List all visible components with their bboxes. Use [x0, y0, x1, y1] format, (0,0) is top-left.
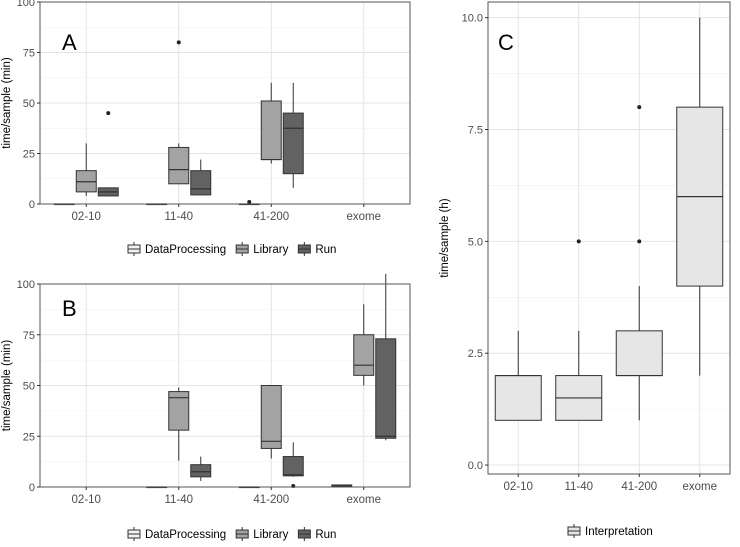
legend: Interpretation	[567, 524, 653, 538]
box-body	[282, 112, 304, 175]
y-axis-label: time/sample (min)	[1, 340, 13, 432]
legend-item-run: Run	[297, 527, 336, 541]
y-tick-label: 75	[23, 330, 35, 342]
y-axis-label: time/sample (min)	[1, 57, 13, 149]
legend-label: Library	[253, 244, 288, 256]
boxplots	[146, 273, 397, 489]
box-body	[190, 464, 212, 478]
y-axis-label: time/sample (h)	[439, 198, 451, 277]
box-body	[190, 170, 212, 196]
outlier-point	[247, 199, 252, 204]
y-tick-label: 50	[23, 98, 35, 110]
box-interpretation-41-200	[615, 105, 663, 421]
x-tick-label: 41-200	[621, 481, 657, 493]
legend-label: Library	[253, 529, 288, 541]
legend: DataProcessing Library Run	[127, 242, 336, 256]
y-axis: 0 25 50 75 100 time/sample (min)	[1, 0, 40, 211]
box-body	[260, 100, 282, 161]
x-tick-label: 11-40	[164, 211, 193, 223]
box-library-41-200	[260, 82, 282, 164]
box-body	[494, 375, 542, 421]
box-body	[260, 385, 282, 449]
legend-item-dataprocessing: DataProcessing	[127, 527, 226, 541]
legend-item-library: Library	[235, 527, 289, 541]
y-tick-label: 0.0	[468, 460, 483, 472]
x-tick-label: 02-10	[72, 211, 101, 223]
x-axis: 02-10 11-40 41-200 exome	[72, 204, 381, 223]
y-tick-label: 25	[23, 149, 35, 161]
legend-label: DataProcessing	[145, 244, 226, 256]
box-run-11-40	[190, 159, 212, 196]
outlier-point	[576, 239, 581, 244]
boxplots	[494, 17, 724, 421]
legend-label: DataProcessing	[145, 529, 226, 541]
legend-item-dataprocessing: DataProcessing	[127, 242, 226, 256]
x-axis: 02-10 11-40 41-200 exome	[504, 474, 717, 493]
x-tick-label: 11-40	[164, 494, 193, 506]
y-tick-label: 25	[23, 431, 35, 443]
box-library-11-40	[168, 40, 190, 185]
plot-border	[487, 1, 731, 475]
x-tick-label: 41-200	[253, 211, 289, 223]
y-tick-label: 10.0	[462, 13, 483, 25]
legend-label: Run	[315, 529, 336, 541]
box-interpretation-11-40	[555, 239, 603, 421]
panel-b: B 0 25 50 75 100 time/sample (min) 02-10 11-40 41…	[1, 273, 411, 541]
x-tick-label: exome	[682, 481, 717, 493]
y-tick-label: 5.0	[468, 236, 483, 248]
legend-item-run: Run	[297, 242, 336, 256]
y-axis: 0.0 2.5 5.0 7.5 10.0 time/sample (h)	[439, 13, 488, 472]
y-tick-label: 2.5	[468, 348, 483, 360]
y-tick-label: 0	[29, 482, 35, 494]
outlier-point	[637, 239, 642, 244]
y-tick-label: 7.5	[468, 125, 483, 137]
y-tick-label: 75	[23, 48, 35, 60]
legend-item-interpretation: Interpretation	[567, 524, 653, 538]
outlier-point	[176, 40, 181, 45]
box-run-11-40	[190, 456, 212, 481]
x-tick-label: 11-40	[564, 481, 593, 493]
x-axis: 02-10 11-40 41-200 exome	[72, 487, 381, 506]
box-body	[353, 334, 375, 376]
y-tick-label: 100	[17, 279, 35, 291]
panel-label: A	[62, 30, 77, 55]
legend-label: Interpretation	[585, 526, 653, 538]
box-run-41-200	[282, 442, 304, 488]
panel-label: B	[62, 296, 77, 321]
x-tick-label: 02-10	[504, 481, 533, 493]
box-run-exome	[375, 273, 397, 441]
box-run-02-10	[97, 111, 119, 197]
panel-c: C 0.0 2.5 5.0 7.5 10.0 time/sample (h) 02-10 11-…	[439, 1, 731, 538]
box-library-41-200	[260, 385, 282, 459]
y-tick-label: 0	[29, 199, 35, 211]
x-tick-label: exome	[346, 494, 381, 506]
box-library-02-10	[75, 143, 97, 196]
x-tick-label: 41-200	[253, 494, 289, 506]
outlier-point	[637, 105, 642, 110]
box-library-exome	[353, 304, 375, 386]
panel-label: C	[498, 30, 514, 55]
box-run-41-200	[282, 82, 304, 188]
box-interpretation-02-10	[494, 330, 542, 421]
box-interpretation-exome	[676, 17, 724, 376]
y-axis: 0 25 50 75 100 time/sample (min)	[1, 279, 40, 494]
box-library-11-40	[168, 387, 190, 461]
x-tick-label: exome	[346, 211, 381, 223]
legend-label: Run	[315, 244, 336, 256]
y-tick-label: 100	[17, 0, 35, 9]
panel-a: A 0 25 50 75 100 time/sample (min) 02-10 11-40 41…	[1, 0, 411, 256]
legend-item-library: Library	[235, 242, 289, 256]
outlier-point	[106, 111, 111, 116]
y-tick-label: 50	[23, 381, 35, 393]
legend: DataProcessing Library Run	[127, 527, 336, 541]
x-tick-label: 02-10	[72, 494, 101, 506]
box-body	[168, 391, 190, 431]
box-body	[375, 338, 397, 439]
box-body	[282, 456, 304, 477]
box-body	[168, 146, 190, 185]
boxplots	[53, 40, 304, 206]
box-body	[615, 330, 663, 377]
